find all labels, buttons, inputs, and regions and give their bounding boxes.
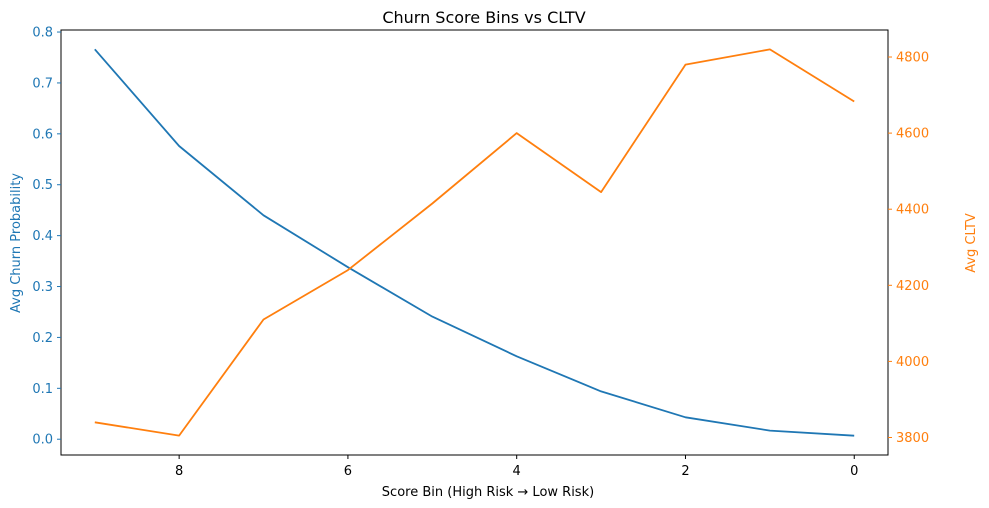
x-axis: 8 6 4 2 0 [175, 455, 858, 479]
x-axis-label: Score Bin (High Risk → Low Risk) [382, 485, 594, 500]
left-y-tick-label-3: 0.3 [32, 280, 53, 295]
right-y-tick-label-1: 4000 [896, 355, 929, 370]
chart-title: Churn Score Bins vs CLTV [382, 8, 585, 27]
series-layer [94, 48, 855, 437]
x-tick-label-4: 0 [850, 464, 858, 479]
right-y-tick-label-5: 4800 [896, 51, 929, 66]
x-tick-label-1: 6 [344, 464, 352, 479]
left-y-tick-label-1: 0.1 [32, 382, 53, 397]
left-y-tick-label-7: 0.7 [32, 76, 53, 91]
right-y-tick-label-0: 3800 [896, 431, 929, 446]
cltv-line [94, 48, 855, 437]
right-y-tick-label-2: 4200 [896, 279, 929, 294]
left-y-tick-label-2: 0.2 [32, 331, 53, 346]
left-y-tick-label-5: 0.5 [32, 178, 53, 193]
left-y-tick-label-6: 0.6 [32, 127, 53, 142]
left-y-axis: 0.0 0.1 0.2 0.3 0.4 0.5 0.6 0.7 0.8 [32, 26, 61, 448]
right-y-tick-label-4: 4600 [896, 127, 929, 142]
x-tick-label-0: 8 [175, 464, 183, 479]
right-y-axis: 3800 4000 4200 4400 4600 4800 [888, 51, 929, 446]
left-y-tick-label-0: 0.0 [32, 433, 53, 448]
x-tick-label-3: 2 [681, 464, 689, 479]
right-y-axis-label: Avg CLTV [964, 213, 979, 273]
left-y-tick-label-4: 0.4 [32, 229, 53, 244]
left-y-axis-label: Avg Churn Probability [9, 173, 24, 313]
plot-frame [60, 29, 889, 456]
x-tick-label-2: 4 [513, 464, 521, 479]
churn-probability-line [94, 48, 855, 437]
right-y-tick-label-3: 4400 [896, 203, 929, 218]
left-y-tick-label-8: 0.8 [32, 26, 53, 41]
